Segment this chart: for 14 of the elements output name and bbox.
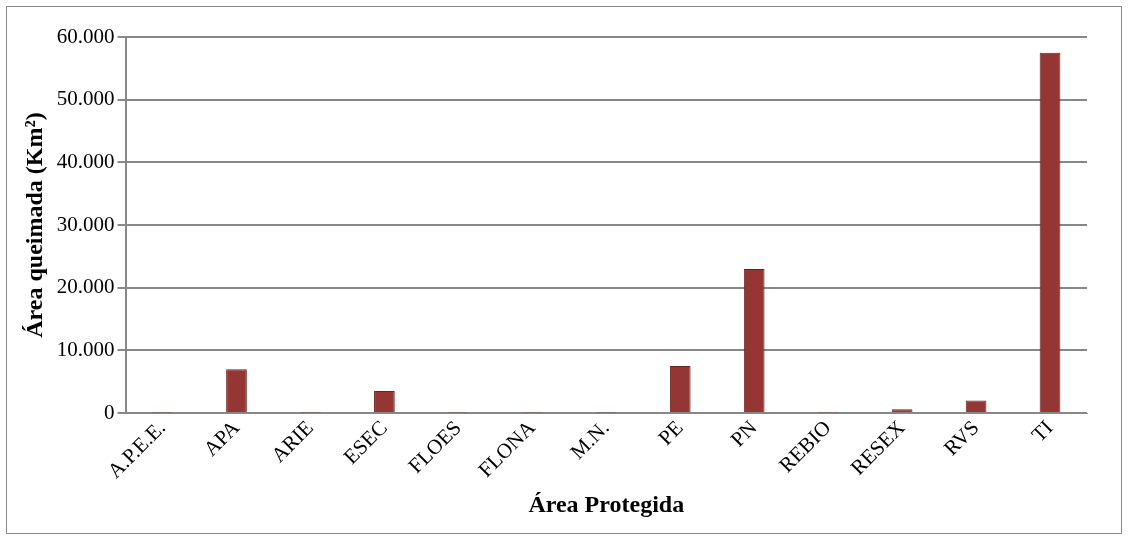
x-tick-label: PE	[653, 415, 688, 450]
y-tick-label: 60.000	[56, 23, 115, 48]
y-tick-label: 0	[104, 399, 115, 424]
x-tick-label: TI	[1026, 415, 1058, 447]
y-tick-label: 10.000	[56, 336, 115, 361]
x-tick-label: APA	[198, 414, 245, 461]
y-tick-label: 30.000	[56, 211, 115, 236]
y-tick-label: 50.000	[56, 86, 115, 111]
x-tick-label: PN	[725, 415, 762, 452]
y-tick-label: 40.000	[56, 148, 115, 173]
x-axis-title: Área Protegida	[528, 490, 685, 517]
y-axis-title: Área queimada (Km²)	[20, 112, 47, 338]
x-tick-label: RVS	[938, 415, 984, 461]
y-tick-label: 20.000	[56, 274, 115, 299]
